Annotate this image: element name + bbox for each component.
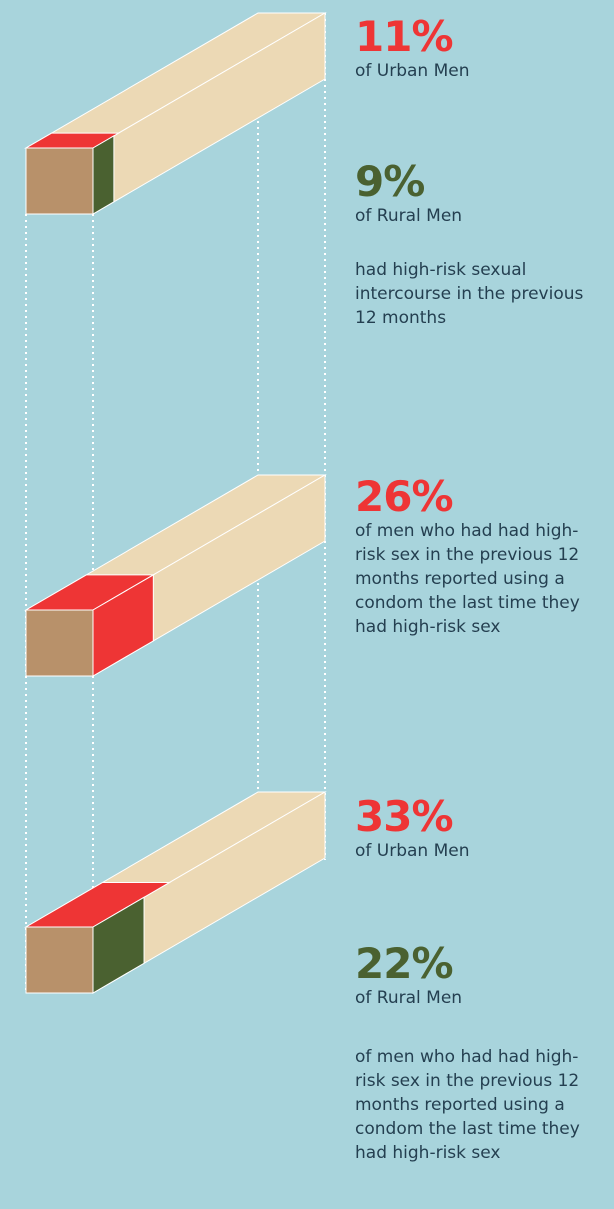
description: of men who had had high-risk sex in the … [355, 1047, 580, 1163]
stat-label: of Urban Men [355, 841, 470, 861]
bar-front [25, 609, 94, 677]
stat-value: 26% [355, 472, 454, 521]
stat-value: 9% [355, 157, 425, 206]
stat-value: 33% [355, 792, 454, 841]
stat-label: of Rural Men [355, 988, 463, 1008]
stat-label: of Rural Men [355, 206, 463, 226]
guides [25, 13, 326, 993]
stat-label: of Urban Men [355, 61, 470, 81]
bar-front [25, 147, 94, 215]
bar-front [25, 926, 94, 994]
stat-label: of men who had had high-risk sex in the … [355, 521, 580, 637]
stat-value: 22% [355, 939, 454, 988]
description: had high-risk sexual intercourse in the … [355, 260, 584, 328]
stat-value: 11% [355, 12, 454, 61]
bar-segment-side [92, 134, 115, 215]
